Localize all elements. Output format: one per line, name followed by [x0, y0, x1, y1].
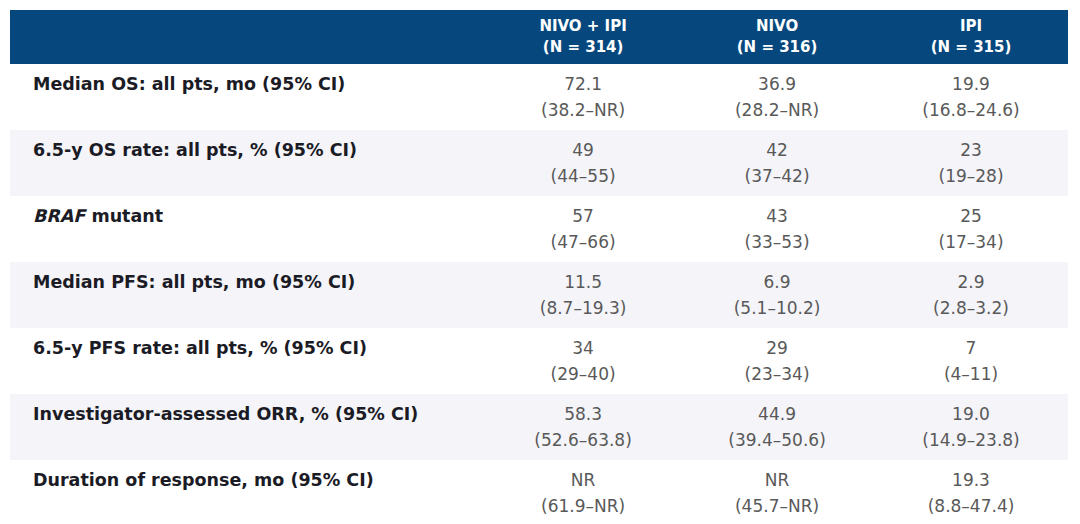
value: 42: [680, 137, 874, 163]
column-header-nivo-ipi: NIVO + IPI (N = 314): [486, 10, 680, 64]
value-cell: 49(44–55): [486, 130, 680, 196]
value-cell: 11.5(8.7–19.3): [486, 262, 680, 328]
confidence-interval: (8.7–19.3): [486, 295, 680, 321]
column-name: NIVO: [680, 16, 874, 37]
value-cell: 57(47–66): [486, 196, 680, 262]
confidence-interval: (28.2–NR): [680, 97, 874, 123]
column-n: (N = 315): [874, 37, 1068, 58]
table-row-orr: Investigator-assessed ORR, % (95% CI) 58…: [10, 394, 1068, 460]
confidence-interval: (37–42): [680, 163, 874, 189]
confidence-interval: (2.8–3.2): [874, 295, 1068, 321]
efficacy-results-table: NIVO + IPI (N = 314) NIVO (N = 316) IPI …: [10, 10, 1068, 524]
value: 19.0: [874, 401, 1068, 427]
value: 2.9: [874, 269, 1068, 295]
confidence-interval: (17–34): [874, 229, 1068, 255]
value-cell: 43(33–53): [680, 196, 874, 262]
row-label-text: Duration of response, mo (95% CI): [33, 470, 374, 490]
value-cell: 44.9(39.4–50.6): [680, 394, 874, 460]
column-n: (N = 316): [680, 37, 874, 58]
confidence-interval: (8.8–47.4): [874, 493, 1068, 519]
value: 49: [486, 137, 680, 163]
value: 43: [680, 203, 874, 229]
row-label-text: Investigator-assessed ORR, % (95% CI): [33, 404, 418, 424]
value-cell: 42(37–42): [680, 130, 874, 196]
row-label: Duration of response, mo (95% CI): [10, 460, 486, 524]
confidence-interval: (29–40): [486, 361, 680, 387]
value: 34: [486, 335, 680, 361]
confidence-interval: (19–28): [874, 163, 1068, 189]
value-cell: 2.9(2.8–3.2): [874, 262, 1068, 328]
table-row-braf-mutant: BRAF mutant 57(47–66) 43(33–53) 25(17–34…: [10, 196, 1068, 262]
confidence-interval: (39.4–50.6): [680, 427, 874, 453]
table-row-duration-of-response: Duration of response, mo (95% CI) NR(61.…: [10, 460, 1068, 524]
row-label-text: Median OS: all pts, mo (95% CI): [33, 74, 345, 94]
row-label-text: mutant: [85, 206, 163, 226]
header-empty-cell: [10, 10, 486, 64]
value: 58.3: [486, 401, 680, 427]
row-label: Investigator-assessed ORR, % (95% CI): [10, 394, 486, 460]
confidence-interval: (52.6–63.8): [486, 427, 680, 453]
row-label-italic: BRAF: [33, 206, 85, 226]
confidence-interval: (45.7–NR): [680, 493, 874, 519]
value-cell: NR(45.7–NR): [680, 460, 874, 524]
value: 29: [680, 335, 874, 361]
row-label: Median PFS: all pts, mo (95% CI): [10, 262, 486, 328]
value: 36.9: [680, 71, 874, 97]
column-name: NIVO + IPI: [486, 16, 680, 37]
value-cell: 72.1(38.2–NR): [486, 64, 680, 130]
confidence-interval: (5.1–10.2): [680, 295, 874, 321]
column-name: IPI: [874, 16, 1068, 37]
value: 7: [874, 335, 1068, 361]
value: 44.9: [680, 401, 874, 427]
value-cell: 36.9(28.2–NR): [680, 64, 874, 130]
confidence-interval: (33–53): [680, 229, 874, 255]
value-cell: 29(23–34): [680, 328, 874, 394]
confidence-interval: (38.2–NR): [486, 97, 680, 123]
value: 25: [874, 203, 1068, 229]
value-cell: 34(29–40): [486, 328, 680, 394]
value: 19.9: [874, 71, 1068, 97]
value: 6.9: [680, 269, 874, 295]
confidence-interval: (23–34): [680, 361, 874, 387]
confidence-interval: (14.9–23.8): [874, 427, 1068, 453]
value-cell: 23(19–28): [874, 130, 1068, 196]
value: NR: [680, 467, 874, 493]
value-cell: NR(61.9–NR): [486, 460, 680, 524]
value-cell: 19.3(8.8–47.4): [874, 460, 1068, 524]
row-label: 6.5-y PFS rate: all pts, % (95% CI): [10, 328, 486, 394]
value-cell: 58.3(52.6–63.8): [486, 394, 680, 460]
table-row-median-pfs: Median PFS: all pts, mo (95% CI) 11.5(8.…: [10, 262, 1068, 328]
row-label-text: 6.5-y PFS rate: all pts, % (95% CI): [33, 338, 367, 358]
confidence-interval: (4–11): [874, 361, 1068, 387]
value-cell: 25(17–34): [874, 196, 1068, 262]
row-label: 6.5-y OS rate: all pts, % (95% CI): [10, 130, 486, 196]
value: 57: [486, 203, 680, 229]
row-label: BRAF mutant: [10, 196, 486, 262]
row-label: Median OS: all pts, mo (95% CI): [10, 64, 486, 130]
table-row-median-os: Median OS: all pts, mo (95% CI) 72.1(38.…: [10, 64, 1068, 130]
value: NR: [486, 467, 680, 493]
header-row: NIVO + IPI (N = 314) NIVO (N = 316) IPI …: [10, 10, 1068, 64]
data-table: NIVO + IPI (N = 314) NIVO (N = 316) IPI …: [10, 10, 1068, 524]
value: 11.5: [486, 269, 680, 295]
confidence-interval: (61.9–NR): [486, 493, 680, 519]
value: 72.1: [486, 71, 680, 97]
confidence-interval: (47–66): [486, 229, 680, 255]
column-header-nivo: NIVO (N = 316): [680, 10, 874, 64]
confidence-interval: (16.8–24.6): [874, 97, 1068, 123]
value-cell: 19.9(16.8–24.6): [874, 64, 1068, 130]
row-label-text: Median PFS: all pts, mo (95% CI): [33, 272, 355, 292]
value: 19.3: [874, 467, 1068, 493]
table-row-os-rate: 6.5-y OS rate: all pts, % (95% CI) 49(44…: [10, 130, 1068, 196]
row-label-text: 6.5-y OS rate: all pts, % (95% CI): [33, 140, 357, 160]
table-row-pfs-rate: 6.5-y PFS rate: all pts, % (95% CI) 34(2…: [10, 328, 1068, 394]
value-cell: 6.9(5.1–10.2): [680, 262, 874, 328]
value-cell: 19.0(14.9–23.8): [874, 394, 1068, 460]
column-header-ipi: IPI (N = 315): [874, 10, 1068, 64]
confidence-interval: (44–55): [486, 163, 680, 189]
value: 23: [874, 137, 1068, 163]
value-cell: 7(4–11): [874, 328, 1068, 394]
column-n: (N = 314): [486, 37, 680, 58]
